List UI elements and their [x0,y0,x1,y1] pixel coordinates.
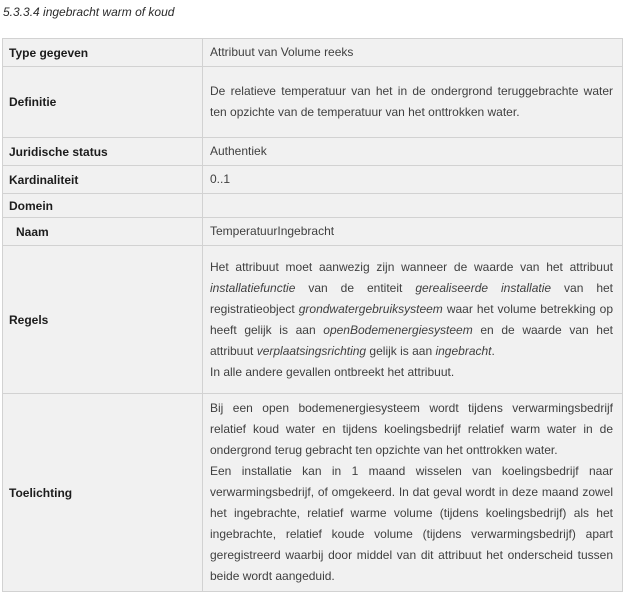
paragraph: Authentiek [210,141,613,162]
row-value-toelichting: Bij een open bodemenergiesysteem wordt t… [202,393,623,592]
paragraph: 0..1 [210,169,613,190]
row-label-juridische-status: Juridische status [2,137,203,166]
row-value-definitie: De relatieve temperatuur van het in de o… [202,66,623,138]
text-segment: . [491,343,495,358]
text-segment: gelijk is aan [366,343,436,358]
row-value-juridische-status: Authentiek [202,137,623,166]
row-label-definitie: Definitie [2,66,203,138]
section-title: 5.3.3.4 ingebracht warm of koud [3,5,175,19]
table-row-type-gegeven: Type gegeven Attribuut van Volume reeks [2,38,623,67]
italic-term: gerealiseerde installatie [415,280,552,295]
table-row-toelichting: Toelichting Bij een open bodemenergiesyst… [2,393,623,592]
row-label-regels: Regels [2,245,203,394]
attribute-definition-table: Type gegeven Attribuut van Volume reeks De… [2,38,623,592]
row-value-domein [202,193,623,218]
text-segment: Het attribuut moet aanwezig zijn wanneer… [210,259,613,274]
row-value-regels: Het attribuut moet aanwezig zijn wanneer… [202,245,623,394]
paragraph: Een installatie kan in 1 maand wisselen … [210,461,613,587]
table-row-regels: Regels Het attribuut moet aanwezig zijn w… [2,245,623,394]
text-segment: De relatieve temperatuur van het in de o… [210,84,613,119]
paragraph: De relatieve temperatuur van het in de o… [210,81,613,123]
row-value-kardinaliteit: 0..1 [202,165,623,194]
text-segment: Bij een open bodemenergiesysteem wordt t… [210,401,613,457]
italic-term: grondwatergebruiksysteem [298,301,443,316]
row-label-type-gegeven: Type gegeven [2,38,203,67]
italic-term: openBodemenergiesysteem [323,322,473,337]
row-label-domein: Domein [2,193,203,218]
text-segment: waar het volume betrekking op heeft geli… [210,301,613,337]
table-row-kardinaliteit: Kardinaliteit 0..1 [2,165,623,194]
paragraph: Het attribuut moet aanwezig zijn wanneer… [210,257,613,362]
row-label-naam: Naam [2,217,203,246]
text-segment: van het registratieobject [210,280,614,316]
table-row-naam: Naam TemperatuurIngebracht [2,217,623,246]
paragraph: TemperatuurIngebracht [210,221,613,242]
attribute-table-body: Type gegeven Attribuut van Volume reeks De… [2,38,623,592]
row-label-toelichting: Toelichting [2,393,203,592]
text-segment: Attribuut van Volume reeks [210,45,354,59]
text-segment: van de entiteit [295,280,416,295]
text-segment: Een installatie kan in 1 maand wisselen … [210,464,613,583]
table-row-domein: Domein [2,193,623,218]
text-segment: en de waarde van het attribuut [210,322,613,358]
paragraph: Bij een open bodemenergiesysteem wordt t… [210,398,613,461]
text-segment: TemperatuurIngebracht [210,224,335,238]
table-row-juridische-status: Juridische status Authentiek [2,137,623,166]
paragraph: Attribuut van Volume reeks [210,42,613,63]
italic-term: verplaatsingsrichting [256,343,367,358]
row-label-kardinaliteit: Kardinaliteit [2,165,203,194]
text-segment: Authentiek [210,144,267,158]
italic-term: installatiefunctie [210,280,296,295]
italic-term: ingebracht [435,343,492,358]
table-row-definitie: Definitie De relatieve temperatuur van he… [2,66,623,138]
row-value-naam: TemperatuurIngebracht [202,217,623,246]
text-segment: 0..1 [210,172,231,186]
row-value-type-gegeven: Attribuut van Volume reeks [202,38,623,67]
text-segment: In alle andere gevallen ontbreekt het at… [210,364,455,379]
paragraph: In alle andere gevallen ontbreekt het at… [210,362,613,383]
